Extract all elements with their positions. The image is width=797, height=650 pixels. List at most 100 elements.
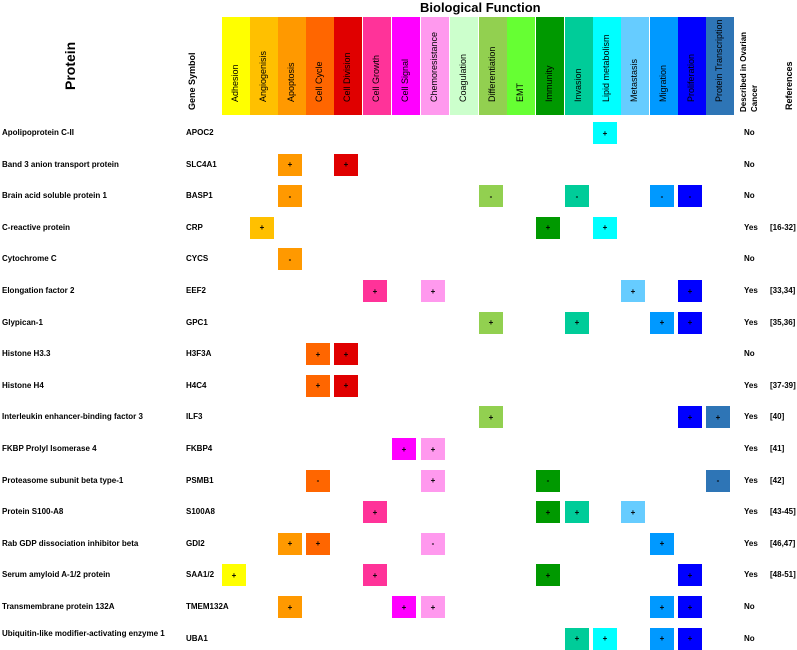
function-cell: -: [678, 185, 702, 208]
function-header: Proliferation: [678, 17, 706, 115]
function-header: Immunity: [536, 17, 564, 115]
protein-name: Proteasome subunit beta type-1: [2, 475, 124, 485]
protein-name: FKBP Prolyl Isomerase 4: [2, 444, 97, 453]
function-cell: +: [621, 280, 645, 302]
function-cell: +: [536, 501, 560, 524]
described-header-line-1: Described in Ovarian: [739, 31, 748, 112]
reference-value: [35,36]: [770, 317, 796, 327]
described-column-header: Described in Ovarian Cancer: [738, 32, 760, 112]
function-cell: +: [421, 438, 445, 460]
gene-symbol: CYCS: [186, 254, 209, 264]
references-column-header: References: [784, 61, 794, 110]
function-cell: -: [536, 469, 560, 492]
function-cell: +: [536, 564, 560, 587]
function-header-label: Chemoresistance: [429, 31, 439, 102]
function-cell: +: [650, 627, 674, 650]
function-cell: +: [222, 564, 246, 587]
reference-value: [41]: [770, 444, 785, 453]
function-cell: +: [363, 501, 387, 524]
function-header-label: Cell Signal: [400, 58, 410, 102]
described-value: Yes: [744, 538, 758, 548]
function-header-label: Adhesion: [230, 64, 240, 102]
function-header: Metastasis: [621, 17, 649, 115]
gene-symbol: BASP1: [186, 191, 213, 201]
protein-name: C-reactive protein: [2, 222, 71, 232]
function-header: Lipid metabolism: [593, 17, 621, 115]
protein-name: Apolipoprotein C-II: [2, 128, 74, 137]
gene-symbol: CRP: [186, 222, 203, 232]
function-header: Invasion: [565, 17, 593, 115]
function-header: EMT: [507, 17, 535, 115]
function-cell: +: [593, 627, 617, 650]
described-value: No: [744, 633, 755, 643]
described-value: Yes: [744, 475, 758, 485]
described-value: Yes: [744, 507, 758, 517]
gene-symbol: TMEM132A: [186, 602, 229, 611]
reference-value: [33,34]: [770, 286, 796, 295]
function-cell: +: [421, 596, 445, 618]
function-cell: +: [334, 153, 358, 176]
function-cell: +: [678, 596, 702, 618]
function-cell: +: [650, 311, 674, 334]
function-cell: +: [278, 153, 302, 176]
described-value: Yes: [744, 286, 758, 295]
table-title: Biological Function: [420, 0, 541, 15]
function-header: Chemoresistance: [421, 17, 449, 115]
function-cell: -: [650, 185, 674, 208]
function-header-label: Protein Transcription: [714, 19, 724, 102]
protein-name: Elongation factor 2: [2, 286, 75, 295]
described-value: Yes: [744, 412, 758, 422]
described-value: No: [744, 159, 755, 169]
gene-symbol: SAA1/2: [186, 570, 215, 580]
protein-name: Cytochrome C: [2, 254, 57, 264]
function-header-label: Cell Cycle: [314, 61, 324, 102]
gene-symbol: PSMB1: [186, 475, 214, 485]
function-cell: -: [278, 185, 302, 208]
function-cell: +: [593, 216, 617, 239]
protein-name: Transmembrane protein 132A: [2, 602, 115, 611]
reference-value: [16-32]: [770, 222, 796, 232]
protein-name: Glypican-1: [2, 317, 43, 327]
function-header: Protein Transcription: [706, 17, 734, 115]
described-value: Yes: [744, 380, 758, 390]
function-cell: -: [421, 532, 445, 555]
function-header: Migration: [650, 17, 678, 115]
function-cell: +: [678, 280, 702, 302]
function-cell: -: [706, 469, 730, 492]
function-cell: +: [334, 374, 358, 397]
function-cell: -: [479, 185, 503, 208]
function-header: Cell Growth: [363, 17, 391, 115]
function-cell: +: [479, 406, 503, 429]
function-cell: +: [250, 216, 274, 239]
described-value: No: [744, 349, 755, 359]
protein-name: Ubiquitin-like modifier-activating enzym…: [2, 628, 165, 638]
function-header-label: Cell Growth: [371, 54, 381, 102]
function-cell: -: [278, 248, 302, 271]
function-header-label: Angiogenisis: [258, 50, 268, 102]
protein-name: Brain acid soluble protein 1: [2, 191, 107, 201]
protein-name: Protein S100-A8: [2, 507, 64, 517]
function-cell: +: [421, 280, 445, 302]
function-cell: +: [650, 532, 674, 555]
function-header: Coagulation: [450, 17, 478, 115]
function-cell: +: [565, 311, 589, 334]
described-value: Yes: [744, 570, 758, 580]
function-cell: +: [363, 280, 387, 302]
function-cell: +: [565, 501, 589, 524]
function-header: Cell Division: [334, 17, 362, 115]
gene-symbol-column-header: Gene Symbol: [187, 52, 197, 110]
function-cell: +: [306, 343, 330, 366]
gene-symbol: GDI2: [186, 538, 205, 548]
function-cell: +: [650, 596, 674, 618]
function-cell: -: [565, 185, 589, 208]
function-cell: +: [392, 438, 416, 460]
protein-name: Histone H3.3: [2, 349, 51, 359]
function-header: Cell Cycle: [306, 17, 334, 115]
protein-name: Rab GDP dissociation inhibitor beta: [2, 538, 139, 548]
reference-value: [43-45]: [770, 507, 796, 517]
function-cell: +: [536, 216, 560, 239]
function-cell: -: [306, 469, 330, 492]
function-cell: +: [706, 406, 730, 429]
function-header-label: Proliferation: [686, 53, 696, 102]
